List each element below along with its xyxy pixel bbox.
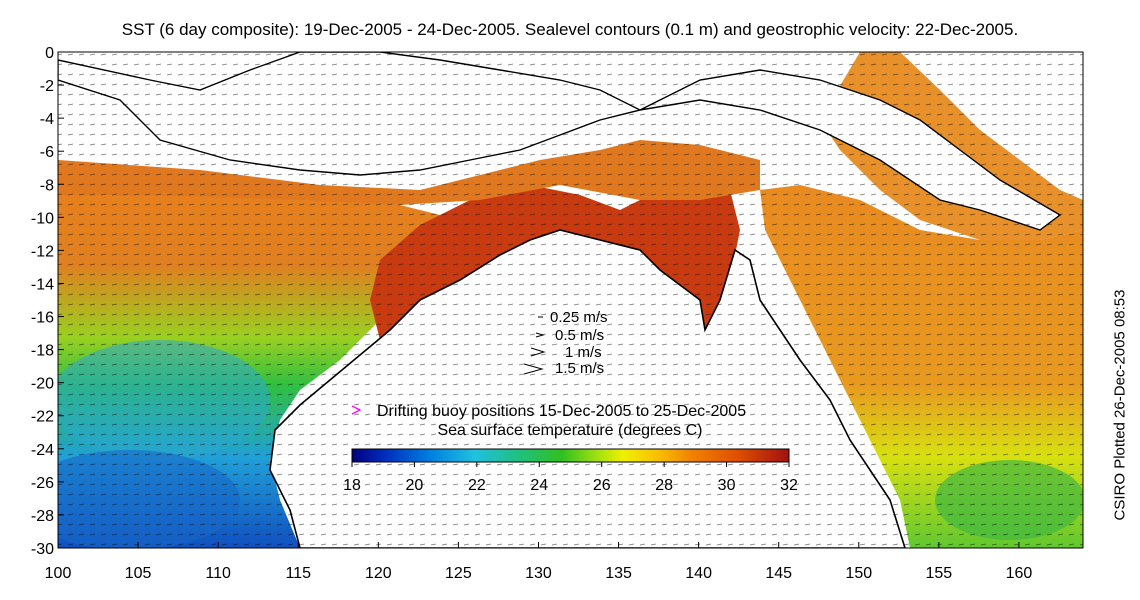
lon-tick-label: 120: [365, 565, 392, 582]
buoy-marker-icon: [351, 405, 362, 415]
lat-tick-label: -6: [40, 144, 54, 161]
arrow-icon: [535, 332, 545, 338]
lat-tick-label: -16: [31, 310, 54, 327]
lon-tick-label: 135: [605, 565, 632, 582]
lon-tick-label: 145: [765, 565, 792, 582]
lat-tick-label: -10: [31, 210, 54, 227]
colorbar-tick-label: 28: [655, 477, 673, 494]
colorbar-ramp: [351, 448, 790, 463]
colorbar-tick-label: 30: [718, 477, 736, 494]
arrow-icon: [523, 363, 544, 375]
colorbar-tick-label: 26: [593, 477, 611, 494]
velocity-legend-item: 1 m/s: [530, 344, 602, 361]
velocity-legend-label: 1 m/s: [565, 344, 602, 361]
lon-tick-label: 140: [685, 565, 712, 582]
velocity-legend-item: 1.5 m/s: [523, 360, 604, 377]
colorbar-tick-label: 32: [780, 477, 798, 494]
lat-tick-label: -30: [31, 541, 54, 558]
sst-field: [58, 52, 1083, 548]
velocity-legend-label: 1.5 m/s: [555, 360, 604, 377]
lat-tick-label: -14: [31, 276, 54, 293]
lon-tick-label: 130: [525, 565, 552, 582]
lat-tick-label: -8: [40, 177, 54, 194]
lat-tick-label: -4: [40, 111, 54, 128]
lon-tick-label: 125: [445, 565, 472, 582]
lon-tick-label: 155: [926, 565, 953, 582]
buoy-legend-label: Drifting buoy positions 15-Dec-2005 to 2…: [377, 403, 746, 420]
lat-tick-label: -18: [31, 343, 54, 360]
geostrophic-velocity-field: [58, 52, 1083, 548]
buoy-legend: Drifting buoy positions 15-Dec-2005 to 2…: [351, 403, 746, 420]
lon-tick-label: 150: [845, 565, 872, 582]
lat-tick-label: -24: [31, 442, 54, 459]
colorbar-ticks: 18 20 22 24 26 28 30 32: [343, 462, 798, 494]
lat-tick-label: 0: [45, 45, 54, 62]
colorbar-tick-label: 24: [530, 477, 548, 494]
lat-tick-label: -22: [31, 409, 54, 426]
map-axes: 100 105 110 115 120 125 130 135 140 145 150 155 160 0…: [31, 45, 1033, 582]
velocity-legend-label: 0.25 m/s: [550, 309, 608, 326]
lon-tick-label: 160: [1006, 565, 1033, 582]
lat-tick-label: -2: [40, 78, 54, 95]
lon-tick-label: 105: [125, 565, 152, 582]
map-title: SST (6 day composite): 19-Dec-2005 - 24-…: [121, 20, 1019, 39]
colorbar-tick-label: 20: [406, 477, 424, 494]
lon-tick-label: 115: [285, 565, 311, 582]
colorbar: Sea surface temperature (degrees C) 18 20…: [343, 422, 798, 494]
velocity-legend-label: 0.5 m/s: [555, 327, 604, 344]
lat-tick-label: -20: [31, 376, 54, 393]
lon-tick-label: 110: [205, 565, 231, 582]
velocity-legend-item: 0.25 m/s: [538, 309, 608, 326]
colorbar-tick-label: 22: [468, 477, 486, 494]
velocity-legend-item: 0.5 m/s: [535, 327, 604, 344]
lon-tick-label: 100: [45, 565, 72, 582]
lat-tick-label: -28: [31, 508, 54, 525]
velocity-legend: 0.25 m/s 0.5 m/s 1 m/s 1.5 m/s: [523, 309, 608, 377]
colorbar-title: Sea surface temperature (degrees C): [437, 422, 702, 439]
lat-tick-label: -26: [31, 475, 54, 492]
arrow-icon: [530, 347, 546, 357]
lat-tick-label: -12: [31, 243, 54, 260]
colorbar-tick-label: 18: [343, 477, 361, 494]
plot-frame: [57, 51, 1084, 549]
